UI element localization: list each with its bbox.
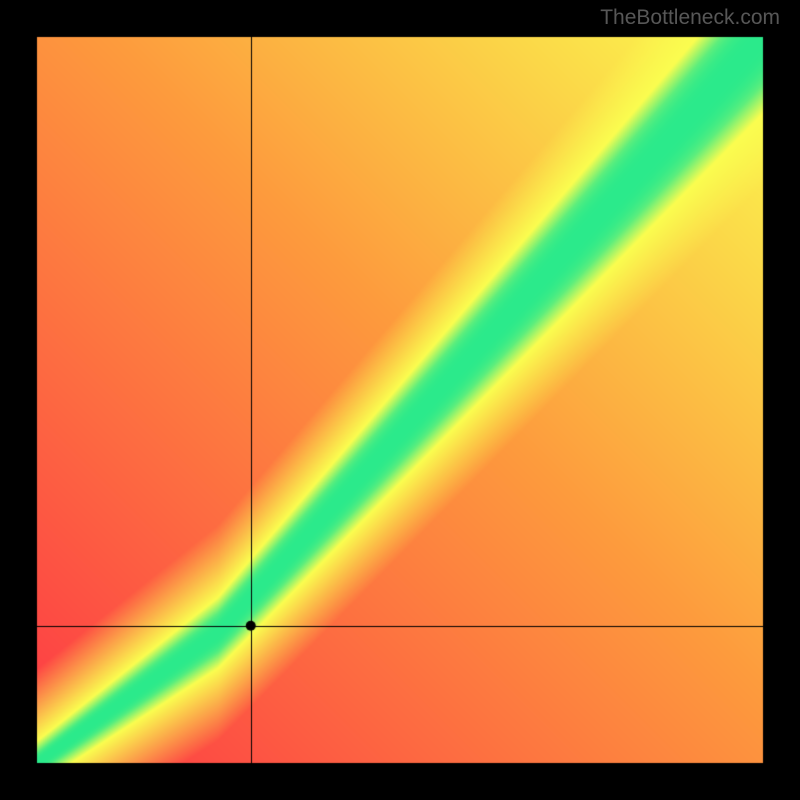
watermark-text: TheBottleneck.com xyxy=(600,6,780,30)
chart-container: TheBottleneck.com xyxy=(0,0,800,800)
bottleneck-heatmap-canvas xyxy=(0,0,800,800)
